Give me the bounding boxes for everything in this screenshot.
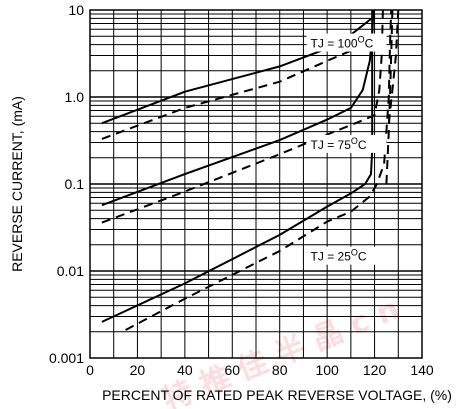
- y-tick-label: 0.01: [57, 263, 84, 279]
- temperature-label: TJ = 100OC: [311, 35, 374, 51]
- dashed-curve-8: [387, 9, 400, 124]
- y-tick-label: 1.0: [65, 89, 85, 105]
- x-tick-label: 60: [224, 362, 240, 378]
- y-tick-labels: 0.001 0.01 0.1 1.0 10: [49, 2, 84, 366]
- dashed-curve-6: [125, 9, 393, 331]
- annotations-group: TJ = 100OC TJ = 75OC TJ = 25OC: [306, 33, 387, 265]
- annotation-background: [306, 33, 387, 52]
- x-tick-label: 40: [177, 362, 193, 378]
- x-tick-label: 80: [272, 362, 288, 378]
- x-tick-label: 0: [86, 362, 94, 378]
- x-tick-label: 20: [130, 362, 146, 378]
- annotation-background: [306, 134, 387, 153]
- x-axis-title: PERCENT OF RATED PEAK REVERSE VOLTAGE, (…: [102, 387, 452, 403]
- x-tick-labels: 0 20 40 60 80 100 120 140: [86, 362, 434, 378]
- plot-frame: [89, 9, 423, 359]
- y-tick-label: 0.1: [65, 176, 85, 192]
- x-tick-label: 120: [363, 362, 387, 378]
- annotation-background: [306, 246, 387, 265]
- dashed-curve-4: [101, 9, 384, 224]
- y-axis-title: REVERSE CURRENT, (mA): [9, 96, 25, 272]
- series-group: [101, 9, 400, 331]
- dashed-curve-2: [101, 35, 387, 140]
- temperature-label: TJ = 25OC: [311, 248, 367, 264]
- solid-curve-1: [101, 15, 376, 125]
- dashed-curve-7: [385, 9, 394, 185]
- x-tick-label: 140: [410, 362, 434, 378]
- temperature-label: TJ = 75OC: [311, 136, 367, 152]
- solid-curve-5: [101, 10, 374, 323]
- x-tick-label: 100: [315, 362, 339, 378]
- y-tick-label: 10: [68, 2, 84, 18]
- y-tick-label: 0.001: [49, 350, 84, 366]
